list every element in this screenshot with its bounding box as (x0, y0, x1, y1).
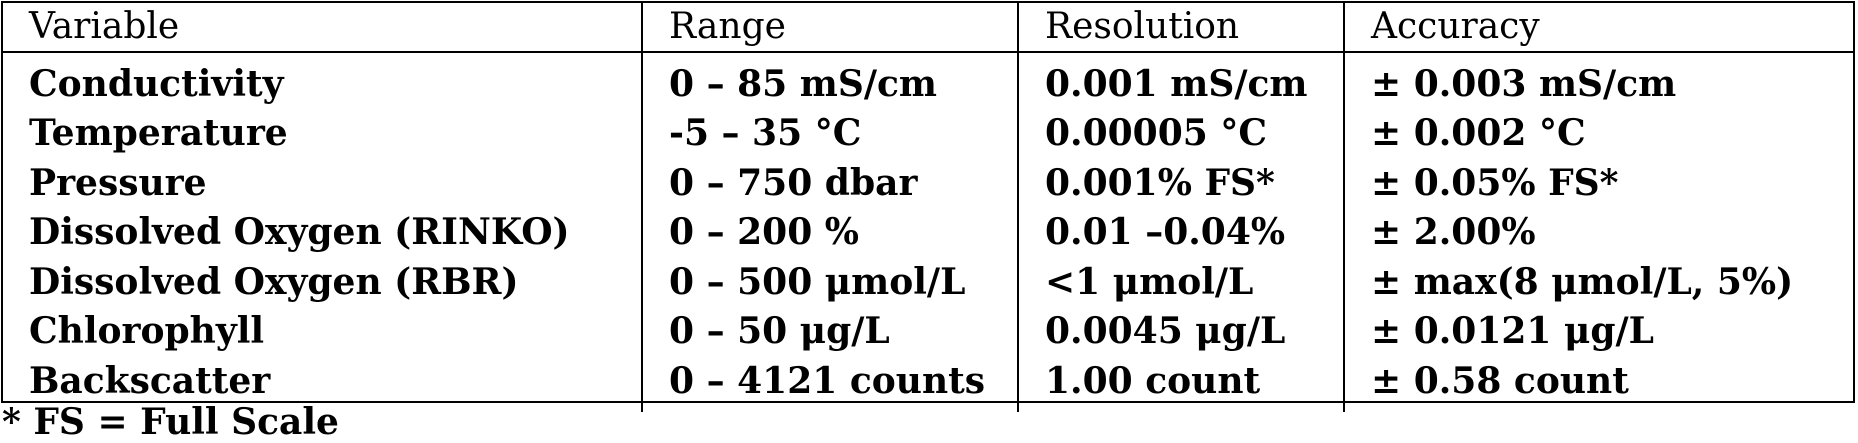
cell-resolution: 0.00005 °C (1017, 108, 1344, 158)
cell-accuracy: ± 2.00% (1343, 207, 1853, 257)
cell-accuracy: ± 0.58 count (1343, 356, 1853, 412)
table-row: Dissolved Oxygen (RBR) 0 – 500 μmol/L <1… (3, 257, 1853, 307)
cell-variable: Conductivity (29, 62, 284, 105)
cell-resolution: 1.00 count (1017, 356, 1344, 412)
cell-accuracy: ± 0.002 °C (1343, 108, 1853, 158)
cell-resolution: 0.001 mS/cm (1017, 52, 1344, 109)
cell-resolution: 0.01 –0.04% (1017, 207, 1344, 257)
sensor-spec-table-container: Variable Range Resolution Accuracy Condu… (1, 1, 1855, 412)
cell-range: 0 – 85 mS/cm (641, 52, 1018, 109)
cell-resolution: 0.001% FS* (1017, 158, 1344, 208)
cell-accuracy: ± max(8 μmol/L, 5%) (1343, 257, 1853, 307)
cell-accuracy: ± 0.003 mS/cm (1343, 52, 1853, 109)
table-row: Chlorophyll 0 – 50 μg/L 0.0045 μg/L ± 0.… (3, 306, 1853, 356)
table-row: Pressure 0 – 750 dbar 0.001% FS* ± 0.05%… (3, 158, 1853, 208)
header-resolution: Resolution (1017, 3, 1344, 53)
table-footnote: * FS = Full Scale (2, 401, 339, 443)
cell-variable: Pressure (29, 161, 207, 204)
cell-resolution: <1 μmol/L (1017, 257, 1344, 307)
cell-range: 0 – 4121 counts (641, 356, 1018, 412)
cell-variable: Dissolved Oxygen (RBR) (29, 260, 519, 303)
cell-accuracy: ± 0.0121 μg/L (1343, 306, 1853, 356)
table-row: Backscatter 0 – 4121 counts 1.00 count ±… (3, 356, 1853, 412)
cell-range: 0 – 50 μg/L (641, 306, 1018, 356)
table-header-row: Variable Range Resolution Accuracy (3, 3, 1853, 53)
cell-range: 0 – 500 μmol/L (641, 257, 1018, 307)
table-row: Dissolved Oxygen (RINKO) 0 – 200 % 0.01 … (3, 207, 1853, 257)
cell-accuracy: ± 0.05% FS* (1343, 158, 1853, 208)
cell-range: 0 – 200 % (641, 207, 1018, 257)
sensor-spec-table: Variable Range Resolution Accuracy Condu… (3, 3, 1853, 412)
cell-resolution: 0.0045 μg/L (1017, 306, 1344, 356)
cell-variable: Temperature (29, 112, 288, 155)
table-row: Conductivity 0 – 85 mS/cm 0.001 mS/cm ± … (3, 52, 1853, 109)
cell-range: -5 – 35 °C (641, 108, 1018, 158)
table-row: Temperature -5 – 35 °C 0.00005 °C ± 0.00… (3, 108, 1853, 158)
header-accuracy: Accuracy (1343, 3, 1853, 53)
header-variable: Variable (3, 3, 642, 53)
cell-range: 0 – 750 dbar (641, 158, 1018, 208)
cell-variable: Backscatter (29, 359, 271, 402)
cell-variable: Dissolved Oxygen (RINKO) (29, 211, 570, 254)
cell-variable: Chlorophyll (29, 310, 265, 353)
header-range: Range (641, 3, 1018, 53)
